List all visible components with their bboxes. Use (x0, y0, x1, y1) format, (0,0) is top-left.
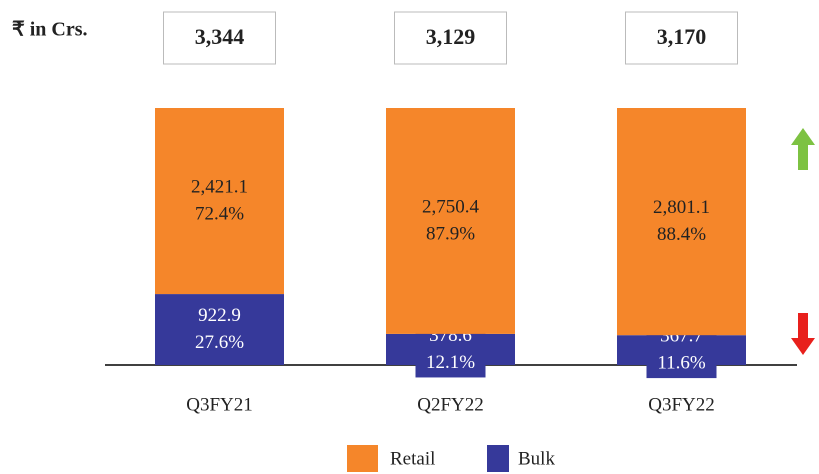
x-tick-label: Q2FY22 (417, 394, 484, 415)
total-box (163, 11, 276, 65)
label-bg (184, 299, 255, 358)
amount-label: 2,421.1 (191, 176, 248, 197)
unit-label: ₹ in Crs. (12, 19, 88, 41)
total-box (625, 11, 738, 65)
bar-segment (617, 108, 746, 336)
legend-label: Bulk (518, 448, 555, 469)
legend-swatch (487, 445, 509, 472)
bar-segment (386, 108, 515, 334)
percent-label: 72.4% (195, 203, 244, 224)
percent-label: 11.6% (657, 352, 706, 373)
total-label: 3,170 (657, 24, 707, 49)
down-arrow (791, 313, 815, 355)
amount-label: 2,801.1 (653, 197, 710, 218)
bar-segment (155, 108, 284, 295)
total-label: 3,129 (426, 24, 476, 49)
x-tick-label: Q3FY22 (648, 394, 715, 415)
percent-label: 12.1% (426, 352, 475, 373)
percent-label: 88.4% (657, 224, 706, 245)
percent-label: 27.6% (195, 332, 244, 353)
percent-label: 87.9% (426, 223, 475, 244)
legend-swatch (347, 445, 378, 472)
total-box (394, 11, 507, 65)
x-tick-label: Q3FY21 (186, 394, 253, 415)
legend-label: Retail (390, 448, 435, 469)
amount-label: 2,750.4 (422, 196, 480, 217)
up-arrow (791, 128, 815, 170)
total-label: 3,344 (195, 24, 245, 49)
amount-label: 922.9 (198, 305, 241, 326)
